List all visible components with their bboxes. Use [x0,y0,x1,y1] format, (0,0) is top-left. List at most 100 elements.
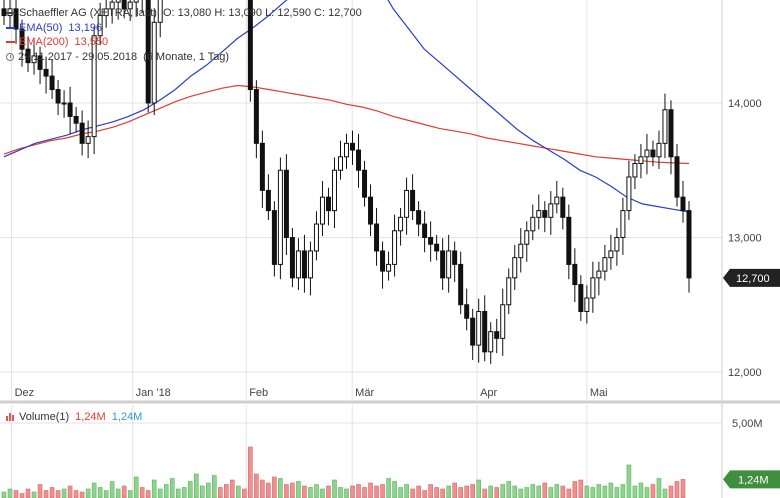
volume-bar [560,485,566,498]
candle-body [19,28,25,50]
candle-body [91,35,97,138]
volume-bar [91,482,97,498]
volume-bar [127,490,133,498]
volume-bar [25,488,31,498]
volume-bar [326,485,331,498]
volume-bar [680,479,686,498]
volume-bar [169,478,175,498]
volume-bar [230,479,235,498]
volume-bar [115,488,121,498]
y-tick-label: 14,000 [728,98,762,110]
candle-body [133,0,139,3]
volume-bar [302,485,307,498]
candle-body [632,163,638,178]
candle-body [656,142,662,158]
candle-body [590,277,596,299]
volume-bar [578,479,584,498]
last-value-marker [723,268,780,287]
candle-body [500,304,506,339]
volume-bar [73,490,79,498]
candle-body [1,8,7,17]
candle-body [530,216,536,232]
candle-body [37,55,43,70]
volume-bar [440,488,445,498]
volume-bar [422,490,427,498]
volume-bar [308,487,313,498]
ema200-swatch [6,41,15,44]
candle-body [307,250,313,279]
volume-label: Volume(1) [19,411,70,423]
candle-body [644,149,650,158]
candle-body [464,304,470,319]
volume-bar [193,473,199,498]
legend-ema50-label: EMA(50) [19,21,63,34]
volume-bar [199,485,205,498]
volume-bar [608,482,614,498]
candle-body [560,196,566,218]
volume-bar [428,484,433,498]
volume-bar [620,484,626,498]
candle-body [410,189,416,212]
volume-bar [506,481,512,498]
candle-body [73,115,79,124]
candle-body [157,0,163,23]
volume-bar [67,485,73,498]
candle-body [434,243,440,252]
legend-period: 29.11.2017 - 29.05.2018 [18,50,138,63]
candle-body [566,216,572,265]
volume-bar [380,484,385,498]
candle-body [626,176,632,212]
clock-icon [6,52,14,61]
candle-body [331,169,337,212]
volume-bar [181,487,187,498]
volume-bar [272,476,277,498]
candle-body [506,277,512,306]
volume-value-1: 1,24M [75,411,106,423]
volume-bar [79,491,85,498]
volume-bar [332,479,337,498]
volume-bar [121,485,127,498]
candle-body [79,122,85,144]
x-tick-label: Feb [249,387,268,399]
volume-bar [614,487,620,498]
volume-bar [350,485,355,498]
volume-bar [13,490,19,498]
volume-bar [602,485,608,498]
volume-bar [470,484,475,498]
volume-bar [398,487,403,498]
legend-ema50-value: 13,196 [68,21,103,34]
legend-ema200-label: EMA(200) [19,36,69,48]
volume-bar [374,485,379,498]
volume-bar [151,479,157,498]
volume-bar [542,482,548,498]
candle-body [518,243,524,259]
volume-bar [290,482,295,498]
candle-body [482,310,488,353]
volume-bar [55,490,61,498]
volume-bar [260,479,265,498]
volume-bar [145,490,151,498]
candle-body [109,1,115,10]
candle-body [548,203,554,218]
candle-body [404,189,410,218]
volume-bar [446,485,451,498]
volume-bar [85,488,91,498]
candle-body [452,250,458,265]
candle-body [680,196,686,212]
volume-bars-icon [6,413,14,421]
volume-bar [284,484,289,498]
volume-bar [19,493,25,498]
volume-bar [584,485,590,498]
candle-body [416,210,422,225]
volume-bar [476,479,481,498]
volume-bar [368,482,373,498]
candle-body [524,230,530,245]
candle-body [97,15,103,37]
volume-bar [404,484,409,498]
candle-body [422,223,428,239]
candle-body [356,149,362,171]
volume-bar [163,484,169,498]
volume-bar [278,478,283,498]
volume-bar [518,488,524,498]
